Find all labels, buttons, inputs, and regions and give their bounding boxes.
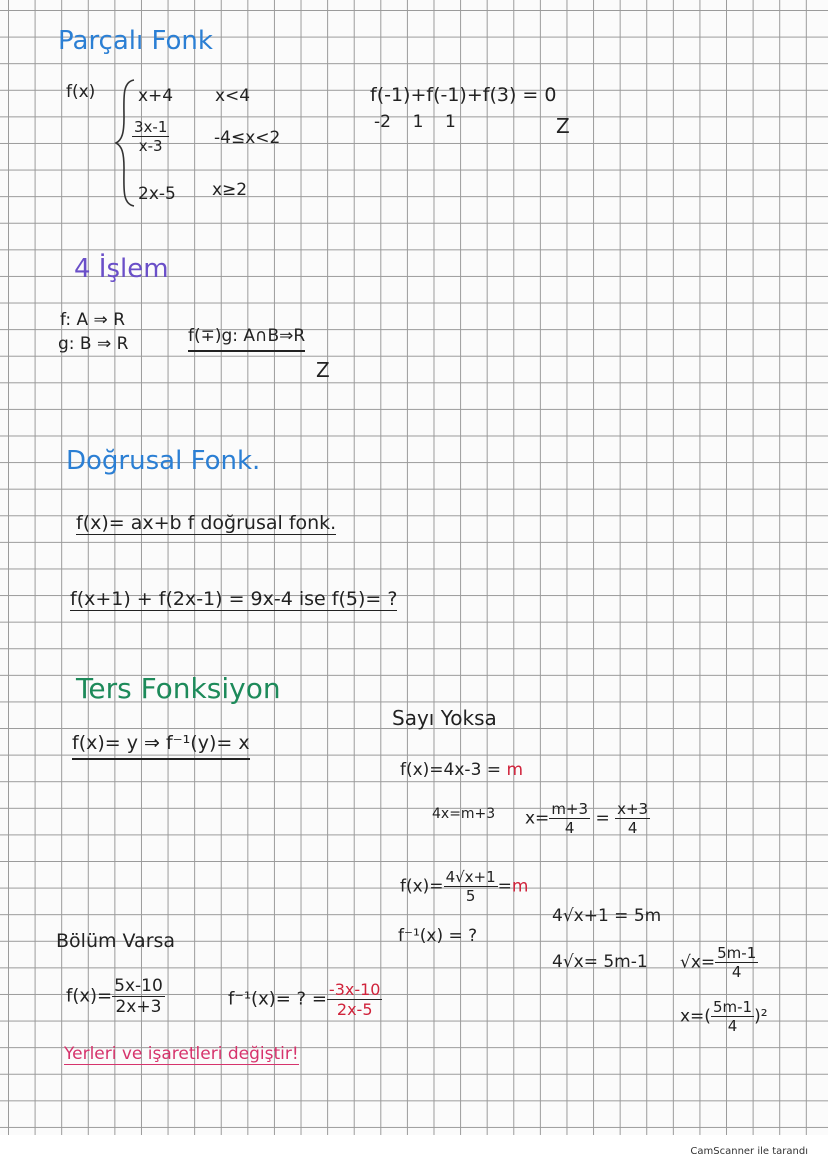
bolum-fx: f(x)= <box>66 985 113 1007</box>
sayi-eq7: 4√x= 5m-1 <box>552 952 648 972</box>
case-2-frac: 3x-1 x-3 <box>132 118 170 155</box>
case-3-expr: 2x-5 <box>138 184 176 204</box>
num: 5m-1 <box>715 944 759 963</box>
islem-line1: f: A ⇒ R <box>60 310 126 330</box>
sayi-eq1: f(x)=4x-3 = <box>400 760 502 780</box>
eq: = <box>497 876 512 897</box>
den: 4 <box>564 819 575 837</box>
den: 5 <box>465 887 476 905</box>
sayi-eq3: x= <box>525 808 550 829</box>
heading-parcali: Parçalı Fonk <box>58 26 213 56</box>
sayi-eq2: 4x=m+3 <box>432 806 496 822</box>
case-1-expr: x+4 <box>138 86 174 106</box>
case-1-cond: x<4 <box>215 86 251 106</box>
den: 4 <box>727 1017 738 1035</box>
ters-rule: f(x)= y ⇒ f⁻¹(y)= x <box>72 732 250 760</box>
num: -3x-10 <box>326 980 383 1000</box>
sum-values: -2 1 1 <box>374 112 456 132</box>
check-mark: Z <box>556 114 570 138</box>
frac-sqrt: 4√x+1 5 <box>443 868 498 905</box>
den: 4 <box>731 963 742 981</box>
heading-islem: 4 İşlem <box>74 254 169 284</box>
scanner-watermark: CamScanner ile tarandı <box>690 1146 808 1157</box>
sum-eq: f(-1)+f(-1)+f(3) = 0 <box>370 84 557 106</box>
num: 5x-10 <box>112 976 165 997</box>
bolum-inv: f⁻¹(x)= ? = <box>228 988 327 1010</box>
heading-ters: Ters Fonksiyon <box>76 672 281 705</box>
sayi-eq4: f(x)= <box>400 876 444 897</box>
islem-mark: Z <box>316 358 330 382</box>
den: 4 <box>627 819 638 837</box>
num: 4√x+1 <box>443 868 498 887</box>
den: 2x-5 <box>336 1000 373 1019</box>
islem-line2: g: B ⇒ R <box>58 334 129 354</box>
frac-bolum: 5x-10 2x+3 <box>112 976 165 1017</box>
m-red-2: m <box>511 876 529 897</box>
dogrusal-question: f(x+1) + f(2x-1) = 9x-4 ise f(5)= ? <box>70 588 398 611</box>
dogrusal-def: f(x)= ax+b f doğrusal fonk. <box>76 512 337 535</box>
brace <box>114 79 135 207</box>
bolum-note: Yerleri ve işaretleri değiştir! <box>64 1044 299 1065</box>
case-2-cond: -4≤x<2 <box>214 128 281 148</box>
frac-5m-2: 5m-1 4 <box>710 998 755 1035</box>
sayi-eq6: 4√x+1 = 5m <box>552 906 662 926</box>
islem-op: f(∓)g: A∩B⇒R <box>188 326 306 352</box>
case-3-cond: x≥2 <box>212 180 248 200</box>
den: x-3 <box>138 137 163 155</box>
sayi-eq5: f⁻¹(x) = ? <box>398 926 478 946</box>
square: )² <box>754 1006 768 1027</box>
sayi-eq8: √x= <box>680 952 716 973</box>
fx-label: f(x) <box>66 82 96 102</box>
frac-5m: 5m-1 4 <box>715 944 759 981</box>
den: 2x+3 <box>115 997 162 1017</box>
heading-sayi: Sayı Yoksa <box>392 706 497 730</box>
num: 3x-1 <box>132 118 170 137</box>
heading-bolum: Bölüm Varsa <box>56 930 176 952</box>
num: m+3 <box>549 800 591 819</box>
sayi-eq9: x=( <box>680 1006 711 1027</box>
num: x+3 <box>615 800 651 819</box>
m-red: m <box>506 760 523 780</box>
frac-m3: m+3 4 <box>549 800 591 837</box>
frac-x3: x+3 4 <box>615 800 651 837</box>
heading-dogrusal: Doğrusal Fonk. <box>66 446 261 476</box>
num: 5m-1 <box>710 998 755 1017</box>
eq: = <box>595 808 610 829</box>
frac-inv: -3x-10 2x-5 <box>326 980 383 1019</box>
